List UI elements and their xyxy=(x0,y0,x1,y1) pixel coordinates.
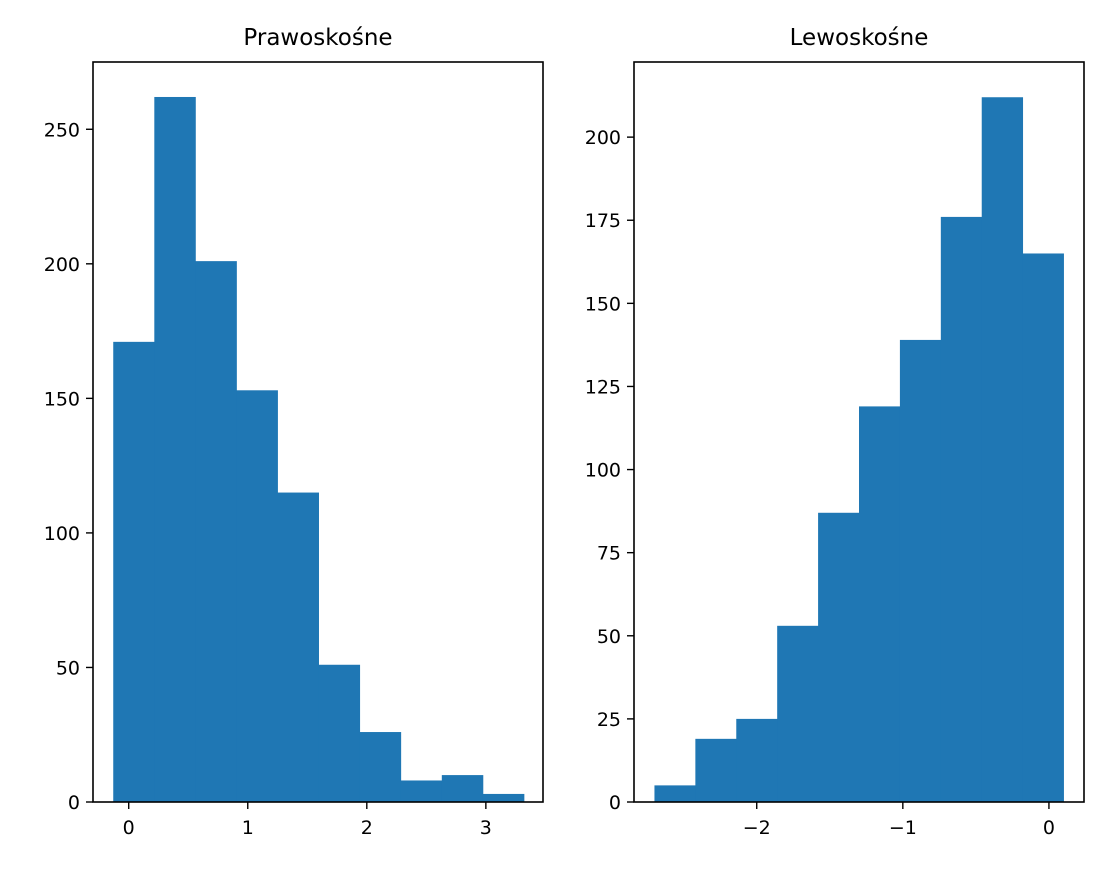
y-tick-label: 150 xyxy=(44,388,80,410)
panel-title-left-skewed: Lewoskośne xyxy=(790,25,929,51)
histogram-bar xyxy=(154,96,196,803)
histogram-bar xyxy=(1022,253,1064,803)
y-tick-label: 200 xyxy=(44,254,80,276)
x-tick-label: −1 xyxy=(889,817,917,839)
panel-title-right-skewed: Prawoskośne xyxy=(243,25,392,51)
x-tick-label: 1 xyxy=(242,817,254,839)
x-tick-label: 3 xyxy=(480,817,492,839)
histogram-bar xyxy=(113,341,155,802)
y-tick-label: 25 xyxy=(597,709,621,731)
histogram-bar xyxy=(654,785,696,802)
panel-right-skewed: Prawoskośne 0 1 2 3 0 50 100 150 200 250 xyxy=(44,25,544,839)
histogram-bar xyxy=(318,664,361,802)
axes-frame-left-skewed xyxy=(633,61,1085,803)
y-tick-label: 125 xyxy=(585,376,621,398)
histogram-bar xyxy=(940,216,983,802)
axes-frame-right-skewed xyxy=(92,61,544,803)
histogram-bar xyxy=(482,793,525,802)
histogram-bar xyxy=(359,732,402,802)
x-tick-label: 0 xyxy=(1043,817,1055,839)
y-tick-label: 50 xyxy=(597,626,621,648)
x-tick-label: 0 xyxy=(123,817,135,839)
bars-left-skewed xyxy=(654,97,1064,803)
x-tick-label: −2 xyxy=(743,817,771,839)
histogram-bar xyxy=(777,625,819,802)
histogram-bar xyxy=(818,512,860,802)
histogram-bar xyxy=(859,406,901,802)
histogram-bar xyxy=(236,390,278,802)
ticks-left-skewed: −2 −1 0 0 25 50 75 100 125 150 175 200 xyxy=(585,127,1055,839)
y-tick-label: 0 xyxy=(68,792,80,814)
y-tick-label: 150 xyxy=(585,293,621,315)
bars-right-skewed xyxy=(113,96,525,803)
histogram-bar xyxy=(736,718,778,802)
histogram-bar xyxy=(277,492,319,802)
histogram-bar xyxy=(981,97,1024,803)
y-tick-label: 75 xyxy=(597,543,621,565)
y-tick-label: 0 xyxy=(609,792,621,814)
histogram-bar xyxy=(899,339,942,802)
histogram-bar xyxy=(695,738,737,802)
y-tick-label: 200 xyxy=(585,127,621,149)
histogram-bar xyxy=(441,775,484,802)
histogram-bar xyxy=(400,780,443,802)
y-tick-label: 175 xyxy=(585,210,621,232)
panel-left-skewed: Lewoskośne −2 −1 0 0 25 50 75 100 125 150 175 200 xyxy=(585,25,1085,839)
ticks-right-skewed: 0 1 2 3 0 50 100 150 200 250 xyxy=(44,119,492,839)
histogram-bar xyxy=(195,261,237,802)
y-tick-label: 250 xyxy=(44,119,80,141)
x-tick-label: 2 xyxy=(361,817,373,839)
y-tick-label: 100 xyxy=(585,460,621,482)
y-tick-label: 100 xyxy=(44,523,80,545)
y-tick-label: 50 xyxy=(56,657,80,679)
